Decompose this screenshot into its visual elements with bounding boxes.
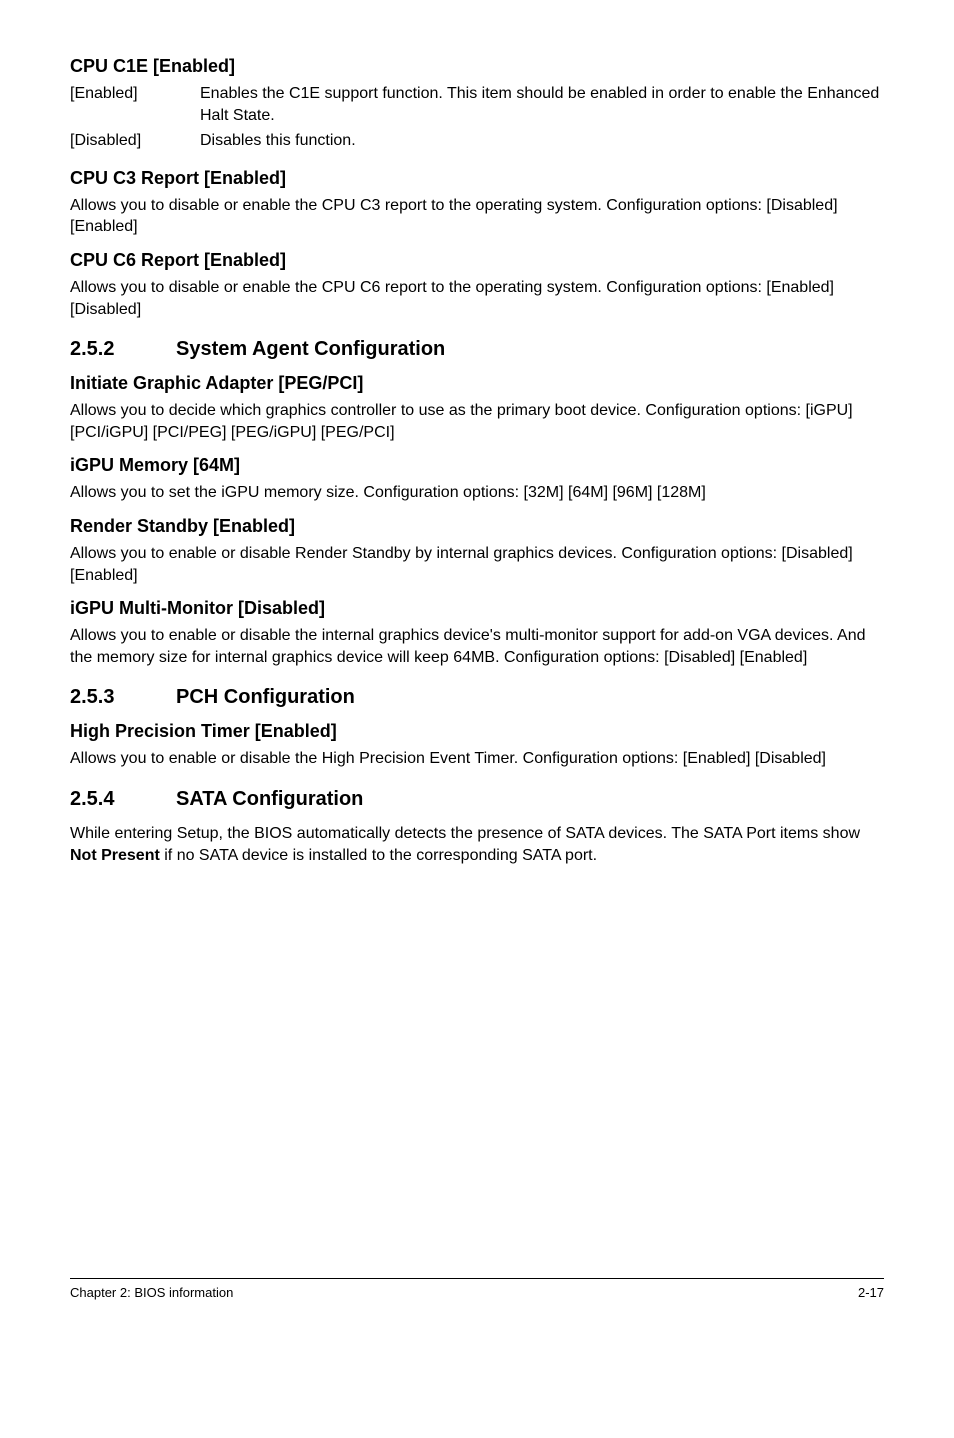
section-num-252: 2.5.2 [70, 338, 176, 361]
para-sata-pre: While entering Setup, the BIOS automatic… [70, 825, 860, 842]
para-sata-post: if no SATA device is installed to the co… [160, 847, 597, 864]
text-enabled: Enables the C1E support function. This i… [200, 83, 884, 126]
heading-cpu-c1e: CPU C1E [Enabled] [70, 56, 884, 77]
para-high-precision: Allows you to enable or disable the High… [70, 748, 884, 770]
footer-right: 2-17 [858, 1285, 884, 1300]
section-title-253: PCH Configuration [176, 686, 355, 709]
para-render-standby: Allows you to enable or disable Render S… [70, 543, 884, 586]
para-cpu-c6: Allows you to disable or enable the CPU … [70, 277, 884, 320]
para-igpu-multi: Allows you to enable or disable the inte… [70, 625, 884, 668]
para-initiate-graphic: Allows you to decide which graphics cont… [70, 400, 884, 443]
text-disabled: Disables this function. [200, 130, 884, 152]
row-disabled: [Disabled] Disables this function. [70, 130, 884, 152]
label-disabled: [Disabled] [70, 130, 200, 152]
section-254: 2.5.4 SATA Configuration [70, 788, 884, 811]
row-enabled: [Enabled] Enables the C1E support functi… [70, 83, 884, 126]
para-sata: While entering Setup, the BIOS automatic… [70, 823, 884, 866]
heading-igpu-memory: iGPU Memory [64M] [70, 455, 884, 476]
heading-initiate-graphic: Initiate Graphic Adapter [PEG/PCI] [70, 373, 884, 394]
page-footer: Chapter 2: BIOS information 2-17 [70, 1278, 884, 1300]
section-title-254: SATA Configuration [176, 788, 363, 811]
heading-render-standby: Render Standby [Enabled] [70, 516, 884, 537]
section-num-254: 2.5.4 [70, 788, 176, 811]
label-enabled: [Enabled] [70, 83, 200, 126]
heading-cpu-c6: CPU C6 Report [Enabled] [70, 250, 884, 271]
section-253: 2.5.3 PCH Configuration [70, 686, 884, 709]
footer-left: Chapter 2: BIOS information [70, 1285, 233, 1300]
heading-igpu-multi: iGPU Multi-Monitor [Disabled] [70, 598, 884, 619]
para-igpu-memory: Allows you to set the iGPU memory size. … [70, 482, 884, 504]
section-252: 2.5.2 System Agent Configuration [70, 338, 884, 361]
section-title-252: System Agent Configuration [176, 338, 445, 361]
heading-high-precision: High Precision Timer [Enabled] [70, 721, 884, 742]
para-sata-bold: Not Present [70, 847, 160, 864]
section-num-253: 2.5.3 [70, 686, 176, 709]
heading-cpu-c3: CPU C3 Report [Enabled] [70, 168, 884, 189]
para-cpu-c3: Allows you to disable or enable the CPU … [70, 195, 884, 238]
